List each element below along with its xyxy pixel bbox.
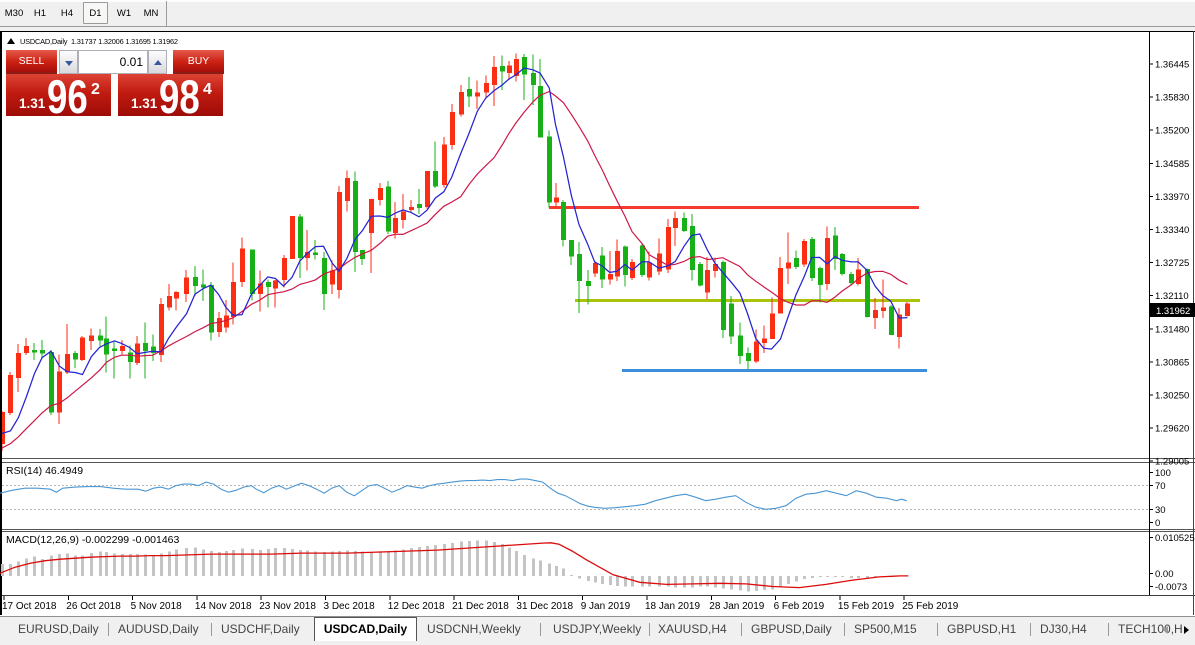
- svg-text:-0.0073: -0.0073: [1155, 582, 1187, 593]
- svg-text:100: 100: [1155, 468, 1171, 479]
- svg-text:3 Dec 2018: 3 Dec 2018: [324, 601, 376, 612]
- svg-text:1.29005: 1.29005: [1155, 457, 1189, 468]
- svg-text:25 Feb 2019: 25 Feb 2019: [902, 601, 959, 612]
- svg-text:14 Nov 2018: 14 Nov 2018: [195, 601, 252, 612]
- svg-text:1.33340: 1.33340: [1155, 225, 1189, 236]
- svg-text:21 Dec 2018: 21 Dec 2018: [452, 601, 509, 612]
- svg-text:1.29620: 1.29620: [1155, 424, 1189, 435]
- svg-text:0.00: 0.00: [1155, 569, 1174, 580]
- svg-text:1.30250: 1.30250: [1155, 391, 1189, 402]
- svg-text:1.32110: 1.32110: [1155, 291, 1189, 302]
- svg-text:9 Jan 2019: 9 Jan 2019: [581, 601, 631, 612]
- svg-text:70: 70: [1155, 481, 1166, 492]
- svg-text:23 Nov 2018: 23 Nov 2018: [259, 601, 316, 612]
- svg-text:1.35200: 1.35200: [1155, 126, 1189, 137]
- svg-text:17 Oct 2018: 17 Oct 2018: [2, 601, 57, 612]
- svg-text:1.31962: 1.31962: [1156, 306, 1190, 317]
- svg-text:1.34585: 1.34585: [1155, 159, 1189, 170]
- svg-text:26 Oct 2018: 26 Oct 2018: [66, 601, 121, 612]
- svg-text:5 Nov 2018: 5 Nov 2018: [131, 601, 183, 612]
- svg-text:28 Jan 2019: 28 Jan 2019: [709, 601, 764, 612]
- svg-text:15 Feb 2019: 15 Feb 2019: [838, 601, 895, 612]
- svg-text:12 Dec 2018: 12 Dec 2018: [388, 601, 445, 612]
- svg-text:1.30865: 1.30865: [1155, 357, 1189, 368]
- svg-text:6 Feb 2019: 6 Feb 2019: [774, 601, 825, 612]
- svg-text:0: 0: [1155, 518, 1160, 529]
- svg-text:31 Dec 2018: 31 Dec 2018: [516, 601, 573, 612]
- svg-text:18 Jan 2019: 18 Jan 2019: [645, 601, 700, 612]
- svg-text:0.010525: 0.010525: [1155, 533, 1195, 544]
- svg-text:1.36445: 1.36445: [1155, 60, 1189, 71]
- svg-text:1.33970: 1.33970: [1155, 192, 1189, 203]
- svg-text:30: 30: [1155, 505, 1166, 516]
- svg-text:1.31480: 1.31480: [1155, 324, 1189, 335]
- svg-text:1.35830: 1.35830: [1155, 93, 1189, 104]
- svg-text:1.32725: 1.32725: [1155, 258, 1189, 269]
